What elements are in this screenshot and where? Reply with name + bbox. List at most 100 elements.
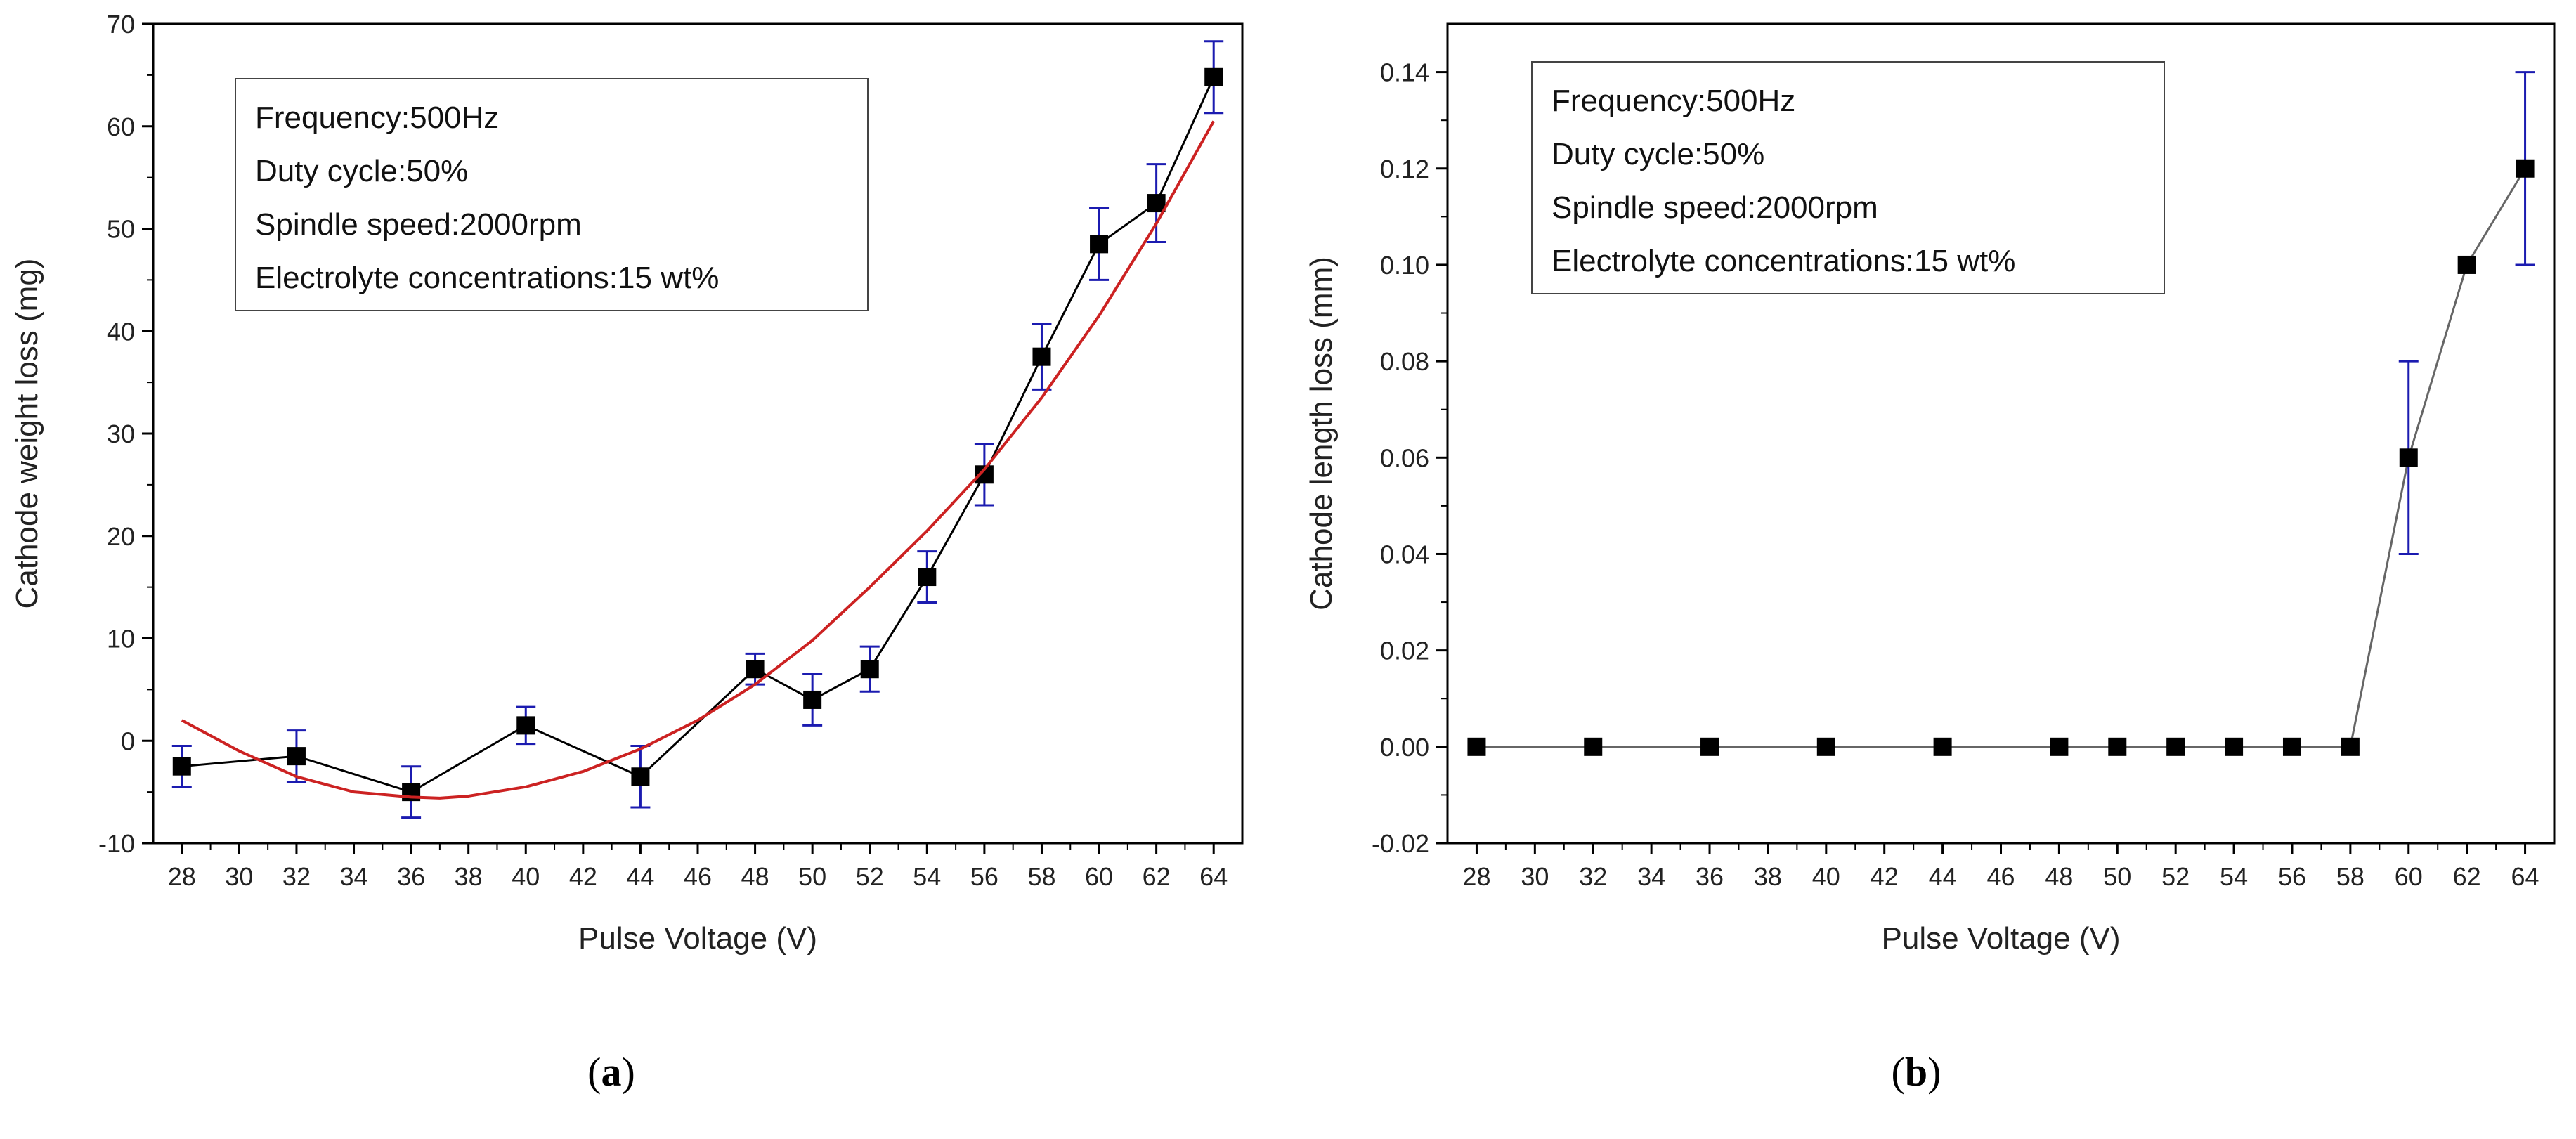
data-point — [2457, 255, 2476, 274]
y-tick-label: 0 — [121, 727, 135, 755]
y-axis-title: Cathode weight loss (mg) — [10, 259, 44, 609]
x-tick-label: 56 — [970, 862, 998, 891]
y-tick-label: 0.14 — [1380, 58, 1429, 87]
x-tick-label: 30 — [225, 862, 253, 891]
x-tick-label: 54 — [913, 862, 941, 891]
x-tick-label: 44 — [1929, 862, 1957, 891]
x-tick-label: 50 — [2103, 862, 2131, 891]
y-tick-label: -10 — [98, 829, 135, 858]
annotation-line: Spindle speed:2000rpm — [1552, 190, 1878, 225]
data-point — [516, 716, 535, 735]
y-tick-label: 0.06 — [1380, 443, 1429, 472]
x-axis-title: Pulse Voltage (V) — [578, 921, 817, 956]
data-point — [2050, 737, 2069, 756]
x-tick-label: 38 — [455, 862, 483, 891]
y-tick-label: -0.02 — [1372, 829, 1429, 858]
x-tick-label: 38 — [1754, 862, 1782, 891]
x-tick-label: 48 — [2045, 862, 2073, 891]
data-point — [2166, 737, 2185, 756]
y-tick-label: 0.02 — [1380, 637, 1429, 665]
x-tick-label: 46 — [1986, 862, 2015, 891]
chart-panel-a: 28 30 32 34 36 38 40 42 44 46 48 50 52 54 56 58 60 62 64 -1… — [10, 10, 1244, 1095]
panel-caption: (b) — [1892, 1049, 1941, 1095]
x-tick-label: 34 — [340, 862, 368, 891]
x-tick-label: 58 — [2336, 862, 2364, 891]
y-tick-label: 20 — [107, 522, 135, 551]
data-line — [181, 77, 1215, 793]
data-point — [2341, 737, 2360, 756]
x-tick-label: 54 — [2220, 862, 2248, 891]
annotation-line: Electrolyte concentrations:15 wt% — [255, 261, 719, 295]
y-tick-label: 70 — [107, 10, 135, 39]
data-point — [2399, 448, 2418, 467]
annotation-line: Duty cycle:50% — [1552, 137, 1764, 171]
y-tick-label: 50 — [107, 215, 135, 244]
caption-paren: ) — [622, 1049, 635, 1095]
caption-paren: ) — [1927, 1049, 1941, 1095]
data-point — [1816, 737, 1835, 756]
x-tick-label: 50 — [798, 862, 826, 891]
caption-paren: ( — [587, 1049, 601, 1095]
data-point — [1147, 194, 1166, 213]
caption-letter: b — [1905, 1049, 1927, 1095]
x-tick-label: 60 — [1085, 862, 1113, 891]
x-tick-label: 42 — [569, 862, 597, 891]
y-axis-title: Cathode length loss (mm) — [1304, 256, 1339, 611]
annotation-line: Frequency:500Hz — [1552, 84, 1795, 118]
data-point — [1584, 737, 1603, 756]
x-tick-label: 64 — [2511, 862, 2539, 891]
fit-curve — [181, 120, 1215, 800]
x-tick-label: 28 — [1462, 862, 1490, 891]
annotation-box — [1531, 61, 2165, 294]
x-tick-label: 52 — [856, 862, 884, 891]
x-tick-label: 40 — [1812, 862, 1840, 891]
data-point — [918, 568, 937, 587]
y-tick-label: 0.12 — [1380, 155, 1429, 183]
x-tick-label: 60 — [2395, 862, 2423, 891]
data-point — [1032, 347, 1051, 366]
y-tick-label: 0.10 — [1380, 251, 1429, 280]
data-point — [1204, 67, 1223, 86]
panel-caption: (a) — [587, 1049, 635, 1095]
y-tick-label: 30 — [107, 419, 135, 448]
x-tick-label: 64 — [1199, 862, 1228, 891]
data-point — [2108, 737, 2127, 756]
data-point — [746, 660, 765, 679]
x-tick-label: 58 — [1027, 862, 1055, 891]
data-point — [803, 690, 822, 709]
x-tick-label: 36 — [397, 862, 425, 891]
y-tick-label: 10 — [107, 625, 135, 653]
x-tick-label: 52 — [2161, 862, 2190, 891]
x-tick-label: 30 — [1521, 862, 1549, 891]
x-tick-label: 42 — [1871, 862, 1899, 891]
data-point — [1467, 737, 1486, 756]
y-tick-label: 60 — [107, 112, 135, 141]
annotation-line: Electrolyte concentrations:15 wt% — [1552, 244, 2015, 278]
data-point — [1933, 737, 1952, 756]
x-tick-label: 40 — [512, 862, 540, 891]
y-tick-label: 40 — [107, 317, 135, 346]
y-tick-label: 0.04 — [1380, 540, 1429, 568]
x-tick-label: 36 — [1696, 862, 1724, 891]
data-point — [1090, 235, 1109, 254]
x-tick-label: 62 — [2453, 862, 2481, 891]
data-point — [860, 660, 879, 679]
x-tick-label: 32 — [1579, 862, 1607, 891]
annotation-line: Frequency:500Hz — [255, 100, 499, 135]
x-tick-label: 46 — [684, 862, 712, 891]
y-tick-label: 0.00 — [1380, 733, 1429, 762]
caption-letter: a — [601, 1049, 622, 1095]
annotation-line: Duty cycle:50% — [255, 154, 468, 188]
x-tick-label: 34 — [1637, 862, 1665, 891]
data-point — [172, 757, 191, 776]
data-point — [2225, 737, 2244, 756]
x-tick-label: 56 — [2278, 862, 2306, 891]
x-axis-title: Pulse Voltage (V) — [1882, 921, 2121, 956]
caption-paren: ( — [1892, 1049, 1905, 1095]
annotation-box — [235, 78, 869, 311]
data-point — [1700, 737, 1719, 756]
data-point — [2516, 159, 2535, 178]
data-point — [2282, 737, 2301, 756]
x-tick-label: 32 — [282, 862, 311, 891]
